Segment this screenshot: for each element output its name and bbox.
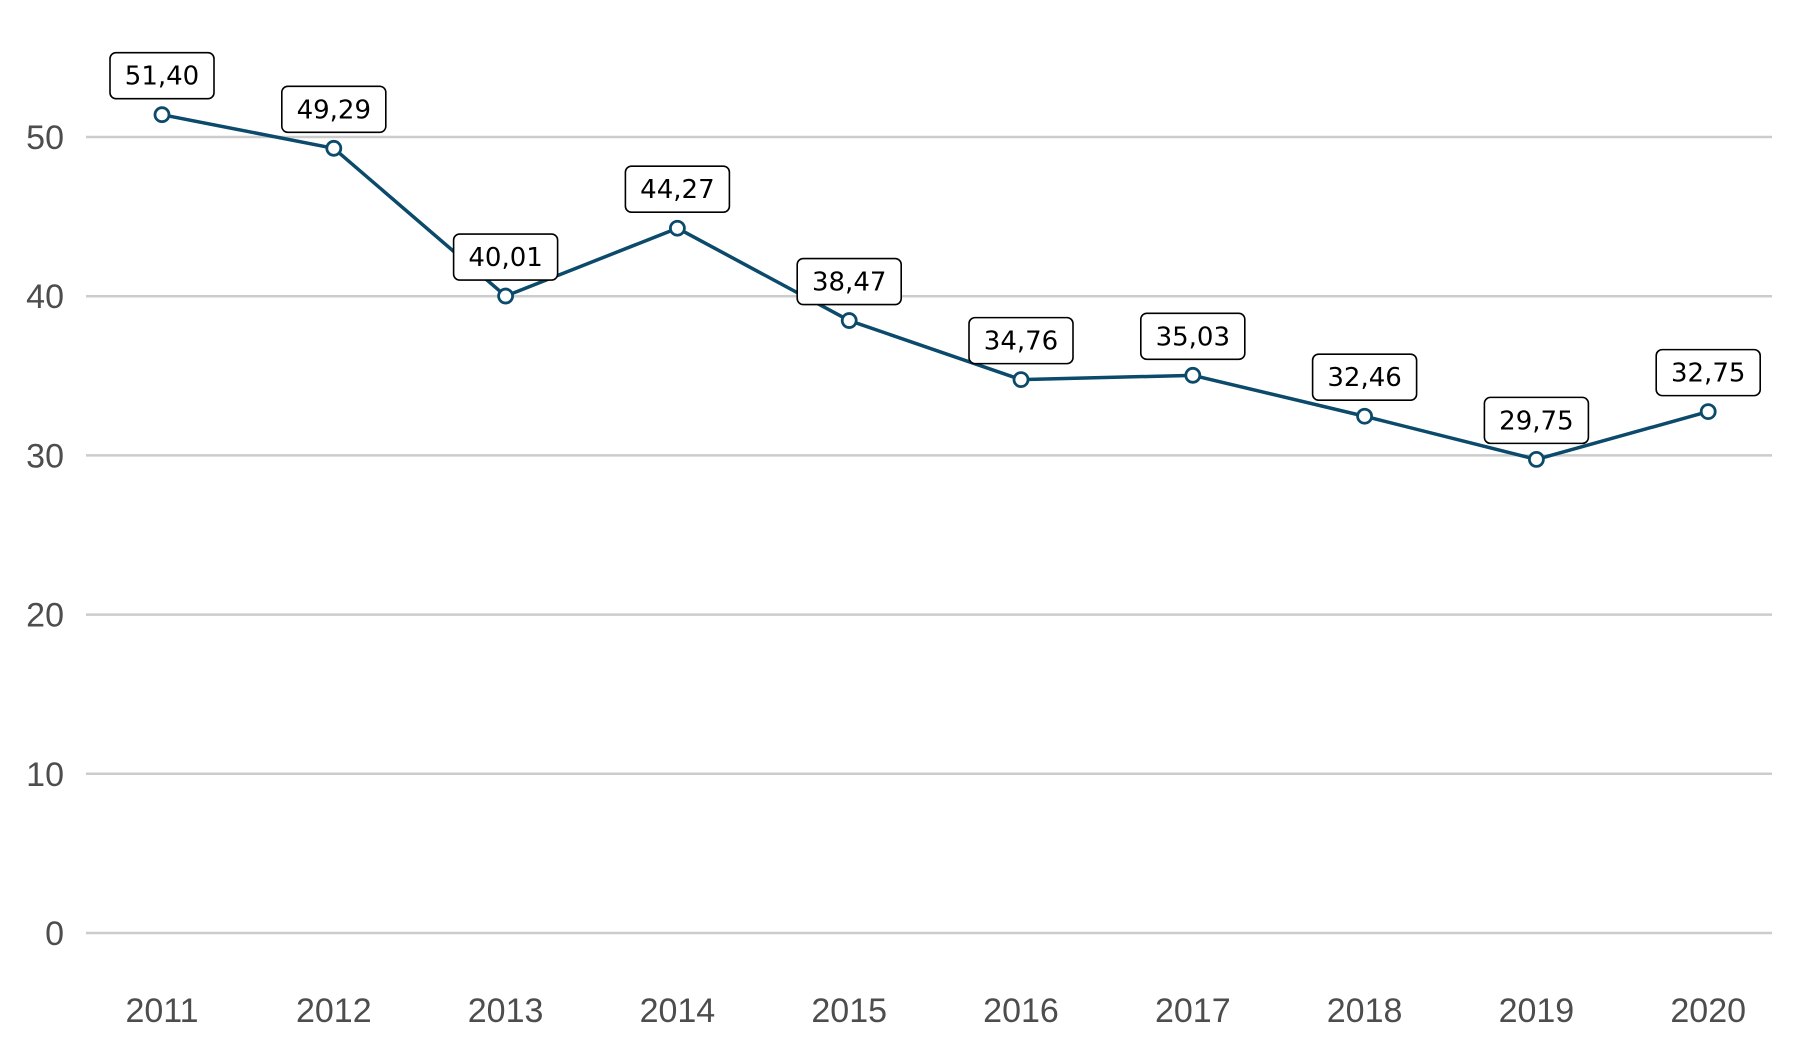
grid-lines [86,135,1772,935]
data-point-2019 [1528,450,1545,468]
x-tick-label: 2014 [640,992,716,1030]
y-tick-label: 0 [45,915,64,953]
x-tick-label: 2015 [811,992,887,1030]
x-tick-label: 2017 [1155,992,1231,1030]
data-label-2014: 44,27 [624,165,731,214]
data-point-2013 [497,287,515,305]
x-tick-label: 2016 [983,992,1059,1030]
data-label-text: 49,29 [297,95,371,125]
x-axis: 2011 2012 2013 2014 2015 2016 2017 2018 2019 2020 [125,992,1746,1030]
data-label-2012: 49,29 [280,85,387,134]
data-label-text: 32,46 [1327,363,1401,393]
data-label-2018: 32,46 [1311,353,1418,402]
data-point-2011 [153,106,171,124]
data-label-box [280,85,387,134]
y-axis: 0 10 20 30 40 50 [26,119,64,953]
data-label-box [1311,353,1418,402]
data-point-2017 [1184,366,1202,384]
x-tick-label: 2018 [1327,992,1403,1030]
data-label-text: 29,75 [1499,406,1573,436]
y-tick-label: 20 [26,597,64,635]
data-label-2017: 35,03 [1140,312,1246,361]
data-label-box [1655,348,1761,397]
data-label-2016: 34,76 [968,316,1074,365]
x-tick-label: 2019 [1499,992,1575,1030]
data-label-text: 38,47 [812,268,886,298]
data-label-box [968,316,1074,365]
data-point-2015 [840,312,858,329]
data-point-2014 [669,219,686,237]
data-label-2013: 40,01 [452,233,559,281]
data-label-text: 51,40 [125,62,199,92]
data-label-2019: 29,75 [1483,396,1590,445]
data-label-2011: 51,40 [109,51,215,100]
series-line-layer [161,112,1709,462]
data-labels: 51,40 49,29 40,01 44,27 38,47 34,76 35,03 32,46… [109,51,1761,445]
data-point-2020 [1699,403,1717,421]
y-tick-label: 30 [26,437,64,475]
data-label-box [1483,396,1590,445]
data-label-box [109,51,215,100]
x-tick-label: 2020 [1670,992,1746,1030]
data-label-text: 32,75 [1671,359,1745,389]
x-tick-label: 2011 [125,992,198,1030]
data-label-text: 44,27 [640,175,714,205]
data-label-2015: 38,47 [796,257,903,306]
y-tick-label: 50 [26,119,64,157]
data-point-2016 [1012,371,1030,389]
data-label-box [624,165,731,214]
data-point-2018 [1356,407,1373,425]
data-label-box [1140,312,1246,361]
data-point-2012 [325,139,343,157]
data-label-text: 34,76 [984,327,1058,357]
data-label-text: 35,03 [1156,322,1230,352]
x-tick-label: 2013 [468,992,544,1030]
data-label-box [796,257,903,306]
data-points [153,106,1717,468]
data-label-box [452,233,559,281]
y-tick-label: 10 [26,756,64,794]
data-label-text: 40,01 [468,243,542,273]
series-line [161,112,1709,462]
data-label-2020: 32,75 [1655,348,1761,397]
y-tick-label: 40 [26,278,64,316]
x-tick-label: 2012 [296,992,372,1030]
